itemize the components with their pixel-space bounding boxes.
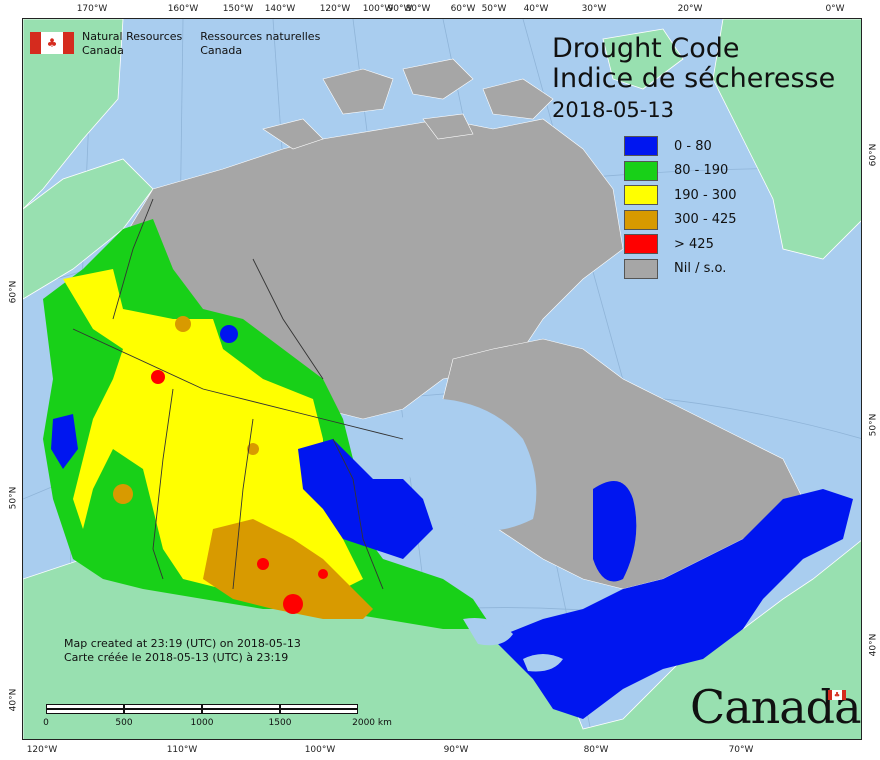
agency-name-en: Natural Resources Canada [82, 30, 183, 57]
left-tick: 50°N [8, 486, 19, 510]
title-en: Drought Code [552, 33, 740, 64]
bottom-tick: 120°W [26, 745, 58, 755]
top-tick: 0°W [825, 4, 845, 14]
creation-note: Map created at 23:19 (UTC) on 2018-05-13… [64, 637, 301, 665]
scale-label: 0 [43, 718, 49, 728]
legend-item: > 425 [624, 232, 737, 257]
legend-swatch [624, 234, 658, 255]
legend-swatch [624, 258, 658, 279]
top-tick: 60°W [450, 4, 476, 14]
legend-item: 190 - 300 [624, 183, 737, 208]
scale-label: 2000 km [352, 718, 392, 728]
top-tick: 90°W [387, 4, 413, 14]
right-tick: 50°N [868, 413, 879, 437]
provincial-borders [72, 198, 404, 590]
top-tick: 30°W [581, 4, 607, 14]
top-tick: 140°W [264, 4, 296, 14]
top-tick: 20°W [677, 4, 703, 14]
map-title: Drought Code Indice de sécheresse 2018-0… [552, 34, 835, 124]
hudson-bay [393, 399, 537, 531]
top-tick: 160°W [167, 4, 199, 14]
created-en: Map created at 23:19 (UTC) on 2018-05-13 [64, 637, 301, 650]
scale-label: 500 [115, 718, 133, 728]
top-tick: 50°W [481, 4, 507, 14]
right-tick: 60°N [868, 143, 879, 167]
canada-flag-icon: ♣ [30, 32, 74, 54]
top-tick: 40°W [523, 4, 549, 14]
canada-wordmark: Canada [690, 680, 862, 734]
left-tick: 40°N [8, 688, 19, 712]
left-tick: 60°N [8, 280, 19, 304]
top-tick: 170°W [76, 4, 108, 14]
legend-swatch [624, 160, 658, 181]
scale-label: 1500 [268, 718, 292, 728]
bottom-tick: 100°W [304, 745, 336, 755]
scale-bar: 0 500 1000 1500 2000 km [43, 704, 392, 728]
bottom-tick: 90°W [443, 745, 469, 755]
map-canvas [23, 19, 861, 739]
agency-name-fr: Ressources naturelles Canada [200, 30, 321, 57]
legend-item: 300 - 425 [624, 208, 737, 233]
agency-signature: ♣ Natural Resources Canada Ressources na… [30, 30, 320, 58]
legend-swatch [624, 185, 658, 206]
bottom-tick: 110°W [166, 745, 198, 755]
bottom-tick: 80°W [583, 745, 609, 755]
map-date: 2018-05-13 [552, 98, 675, 122]
drought-code-map [22, 18, 862, 740]
legend-item: Nil / s.o. [624, 257, 737, 282]
legend-swatch [624, 209, 658, 230]
scale-label: 1000 [190, 718, 214, 728]
top-tick: 120°W [319, 4, 351, 14]
bottom-tick: 70°W [728, 745, 754, 755]
legend-item: 80 - 190 [624, 159, 737, 184]
wordmark-flag-icon: ♣ [828, 690, 846, 700]
title-fr: Indice de sécheresse [552, 63, 836, 94]
top-tick: 80°W [405, 4, 431, 14]
top-tick: 100°W [362, 4, 394, 14]
created-fr: Carte créée le 2018-05-13 (UTC) à 23:19 [64, 651, 289, 664]
right-tick: 40°N [868, 633, 879, 657]
top-tick: 150°W [222, 4, 254, 14]
legend-swatch [624, 136, 658, 157]
legend-item: 0 - 80 [624, 134, 737, 159]
legend: 0 - 80 80 - 190 190 - 300 300 - 425 > 42… [624, 134, 737, 281]
